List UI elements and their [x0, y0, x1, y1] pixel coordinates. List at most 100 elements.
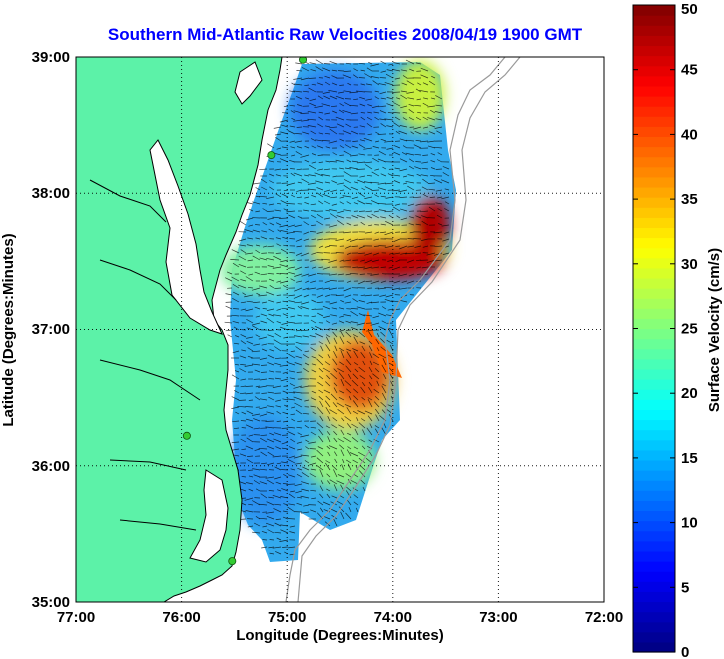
velocity-vector [323, 63, 331, 65]
velocity-vector [247, 259, 254, 262]
velocity-vector [276, 301, 282, 304]
velocity-vector [335, 252, 345, 254]
velocity-vector [300, 434, 310, 438]
velocity-vector [289, 252, 296, 254]
velocity-vector [353, 74, 359, 79]
velocity-vector [288, 546, 296, 549]
velocity-vector [316, 358, 324, 366]
colorbar-band [633, 611, 675, 623]
velocity-vector [321, 103, 331, 107]
velocity-vector [322, 305, 331, 310]
velocity-vector [318, 200, 324, 205]
velocity-vector [338, 109, 345, 114]
velocity-vector [386, 339, 394, 345]
velocity-vector [422, 102, 429, 107]
velocity-vector [252, 531, 261, 534]
velocity-vector [341, 417, 345, 422]
velocity-vector [302, 131, 310, 135]
velocity-vector [269, 370, 275, 373]
velocity-vector [390, 395, 394, 401]
velocity-vector [327, 480, 331, 485]
velocity-vector [255, 488, 261, 492]
velocity-vector [441, 196, 450, 200]
velocity-vector [226, 271, 233, 275]
colorbar-band [633, 449, 675, 461]
velocity-vector [318, 435, 324, 443]
velocity-vector [305, 280, 310, 283]
velocity-vector [342, 458, 345, 464]
velocity-vector [406, 280, 415, 284]
velocity-vector [280, 229, 289, 233]
velocity-vector [394, 167, 401, 170]
velocity-vector [295, 95, 303, 100]
velocity-vector [370, 181, 380, 184]
velocity-vector [307, 118, 317, 121]
velocity-vector [374, 90, 380, 93]
velocity-vector [293, 90, 303, 93]
velocity-vector [291, 154, 296, 157]
x-axis: 77:00 76:00 75:00 74:00 73:00 72:00 Long… [57, 609, 623, 644]
velocity-vector [337, 273, 345, 276]
velocity-vector [253, 427, 261, 430]
velocity-vector [344, 167, 352, 170]
velocity-vector [421, 231, 429, 234]
velocity-vector [392, 252, 401, 255]
velocity-vector [308, 87, 317, 93]
velocity-vector [361, 381, 366, 387]
colorbar-band [633, 25, 675, 36]
velocity-vector [380, 216, 387, 219]
velocity-vector [300, 112, 310, 114]
velocity-vector [343, 231, 352, 234]
velocity-vector [310, 455, 317, 458]
velocity-vector [328, 259, 338, 263]
x-tick-label: 74:00 [374, 609, 412, 626]
velocity-vector [247, 286, 254, 289]
velocity-vector [356, 90, 366, 93]
velocity-vector [281, 488, 289, 492]
velocity-vector [347, 374, 352, 380]
velocity-vector [267, 391, 275, 394]
velocity-vector [399, 208, 408, 212]
velocity-vector [246, 482, 254, 485]
velocity-vector [393, 151, 401, 156]
velocity-vector [343, 90, 352, 93]
velocity-vector [399, 138, 408, 142]
colorbar-band [633, 35, 675, 47]
velocity-vector [322, 367, 331, 373]
velocity-vector [331, 82, 338, 86]
river-5 [119, 519, 197, 531]
velocity-vector [358, 366, 366, 373]
velocity-vector [318, 389, 324, 394]
velocity-vector [343, 259, 352, 262]
velocity-vector [294, 301, 303, 304]
velocity-vector [335, 294, 345, 296]
velocity-vector [317, 95, 324, 100]
velocity-vector [321, 174, 331, 177]
velocity-vector [303, 504, 310, 507]
velocity-vector [267, 143, 275, 149]
velocity-vector [326, 445, 331, 450]
colorbar-band [633, 510, 675, 522]
velocity-vector [407, 174, 415, 177]
velocity-vector [343, 70, 352, 72]
velocity-vector [232, 284, 240, 289]
velocity-vector [322, 91, 331, 94]
velocity-vector [353, 446, 359, 450]
velocity-vector [336, 123, 345, 128]
velocity-vector [409, 68, 415, 72]
velocity-vector [398, 130, 408, 135]
velocity-vector [357, 200, 366, 205]
velocity-low-north [290, 70, 380, 150]
velocity-vector [295, 341, 303, 345]
velocity-vector [331, 203, 338, 206]
velocity-vector [349, 238, 359, 242]
velocity-vector [420, 210, 429, 213]
velocity-vector [382, 358, 387, 366]
river-2 [99, 259, 177, 301]
velocity-vector [380, 331, 387, 338]
velocity-vector [308, 441, 317, 444]
velocity-vector [429, 124, 436, 128]
velocity-vector [339, 84, 345, 86]
velocity-vector [363, 266, 373, 270]
velocity-vector [340, 511, 345, 520]
